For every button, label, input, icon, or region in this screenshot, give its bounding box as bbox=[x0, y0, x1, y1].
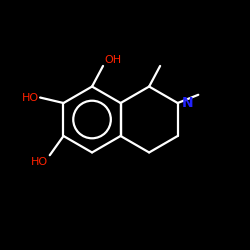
Text: OH: OH bbox=[104, 54, 122, 64]
Text: N: N bbox=[182, 96, 194, 110]
Text: HO: HO bbox=[22, 92, 39, 102]
Text: HO: HO bbox=[31, 156, 48, 166]
